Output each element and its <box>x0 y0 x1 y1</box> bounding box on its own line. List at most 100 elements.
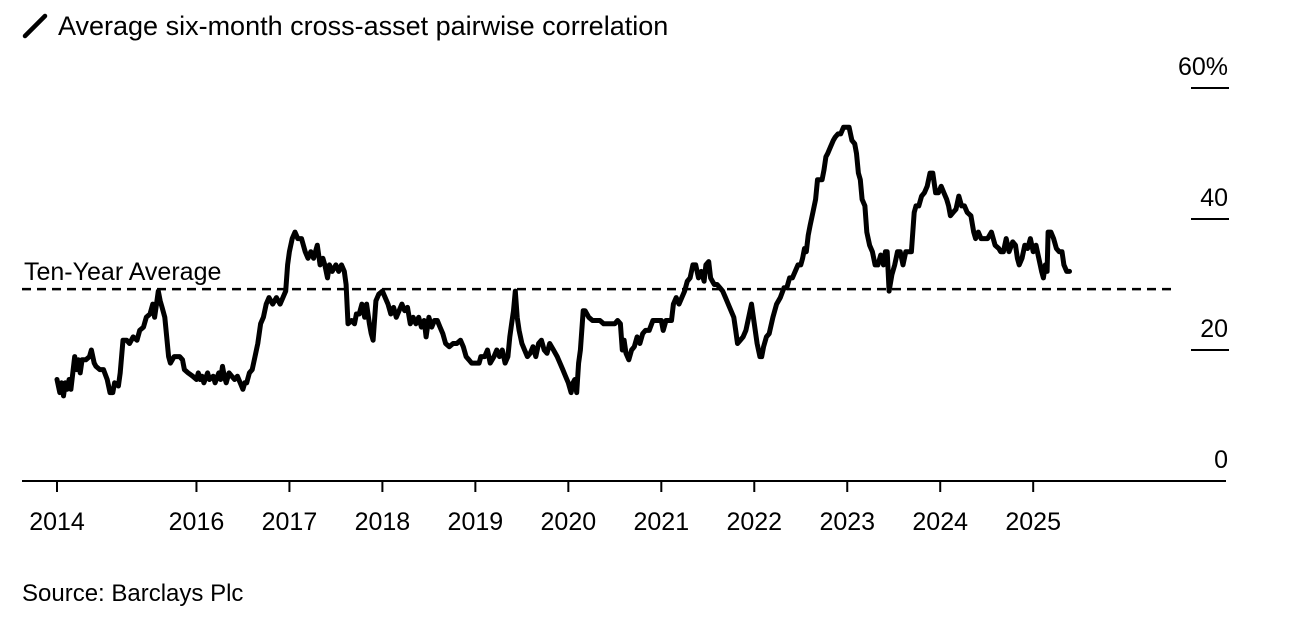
data-point <box>854 151 859 156</box>
data-point <box>1045 269 1050 274</box>
x-tick-label: 2022 <box>726 508 782 536</box>
data-point <box>810 210 815 215</box>
data-point <box>693 262 698 267</box>
data-point <box>503 361 508 366</box>
x-tick-label: 2017 <box>262 508 318 536</box>
data-point <box>399 302 404 307</box>
data-point <box>867 243 872 248</box>
data-point <box>141 325 146 330</box>
data-point <box>391 305 396 310</box>
data-point <box>283 289 288 294</box>
data-point <box>820 177 825 182</box>
data-point <box>545 351 550 356</box>
data-point <box>930 171 935 176</box>
data-point <box>825 151 830 156</box>
x-tick-label: 2018 <box>355 508 411 536</box>
data-point <box>458 338 463 343</box>
data-point <box>258 321 263 326</box>
data-point <box>1015 256 1020 261</box>
data-point <box>626 357 631 362</box>
data-point <box>477 361 482 366</box>
data-point <box>416 315 421 320</box>
data-point <box>500 348 505 353</box>
data-point <box>566 380 571 385</box>
data-point <box>162 315 167 320</box>
data-point <box>519 341 524 346</box>
data-point <box>482 354 487 359</box>
data-point <box>558 361 563 366</box>
data-point <box>1025 246 1030 251</box>
data-point <box>166 354 171 359</box>
x-tick-label: 2021 <box>633 508 689 536</box>
data-point <box>116 384 121 389</box>
data-point <box>419 325 424 330</box>
data-point <box>426 315 431 320</box>
ten-year-average-reference: Ten-Year Average <box>22 258 1172 291</box>
data-point <box>674 295 679 300</box>
data-point <box>505 354 510 359</box>
data-point <box>936 190 941 195</box>
data-point <box>569 390 574 395</box>
data-point <box>858 177 863 182</box>
data-point <box>362 315 367 320</box>
data-point <box>632 344 637 349</box>
data-point <box>201 380 206 385</box>
data-point <box>677 302 682 307</box>
data-point <box>461 344 466 349</box>
data-point <box>515 315 520 320</box>
data-point <box>344 282 349 287</box>
data-point <box>939 184 944 189</box>
data-point <box>222 374 227 379</box>
data-point <box>654 318 659 323</box>
data-point <box>285 262 290 267</box>
data-point <box>555 354 560 359</box>
x-tick-label: 2016 <box>169 508 225 536</box>
data-point <box>135 338 140 343</box>
data-point <box>696 275 701 280</box>
data-point <box>435 318 440 323</box>
y-tick-label: 20 <box>1200 315 1228 343</box>
legend-label: Average six-month cross-asset pairwise c… <box>58 10 669 41</box>
x-tick-label: 2019 <box>448 508 504 536</box>
data-point <box>383 295 388 300</box>
data-point <box>186 370 191 375</box>
line-swatch-icon <box>22 13 48 39</box>
data-point <box>1004 236 1009 241</box>
data-point <box>862 203 867 208</box>
data-point <box>618 321 623 326</box>
data-point <box>547 341 552 346</box>
x-tick-label: 2024 <box>912 508 968 536</box>
data-point <box>770 315 775 320</box>
data-point <box>635 334 640 339</box>
data-point <box>220 364 225 369</box>
data-point <box>507 334 512 339</box>
data-point <box>985 236 990 241</box>
data-point <box>1039 269 1044 274</box>
data-point <box>488 361 493 366</box>
data-point <box>790 275 795 280</box>
data-point <box>290 236 295 241</box>
data-point <box>172 354 177 359</box>
data-point <box>944 197 949 202</box>
data-point <box>729 308 734 313</box>
data-point <box>211 374 216 379</box>
data-point <box>110 390 115 395</box>
data-point <box>1017 262 1022 267</box>
data-point <box>798 262 803 267</box>
data-point <box>235 374 240 379</box>
data-point <box>280 295 285 300</box>
data-point <box>388 312 393 317</box>
data-point <box>89 348 94 353</box>
data-point <box>267 295 272 300</box>
data-point <box>68 387 73 392</box>
data-point <box>318 262 323 267</box>
data-point <box>749 302 754 307</box>
data-point <box>889 272 894 277</box>
data-point <box>720 289 725 294</box>
data-point <box>311 256 316 261</box>
data-point <box>806 233 811 238</box>
data-point <box>793 269 798 274</box>
data-point <box>408 321 413 326</box>
data-point <box>828 144 833 149</box>
data-point <box>180 357 185 362</box>
